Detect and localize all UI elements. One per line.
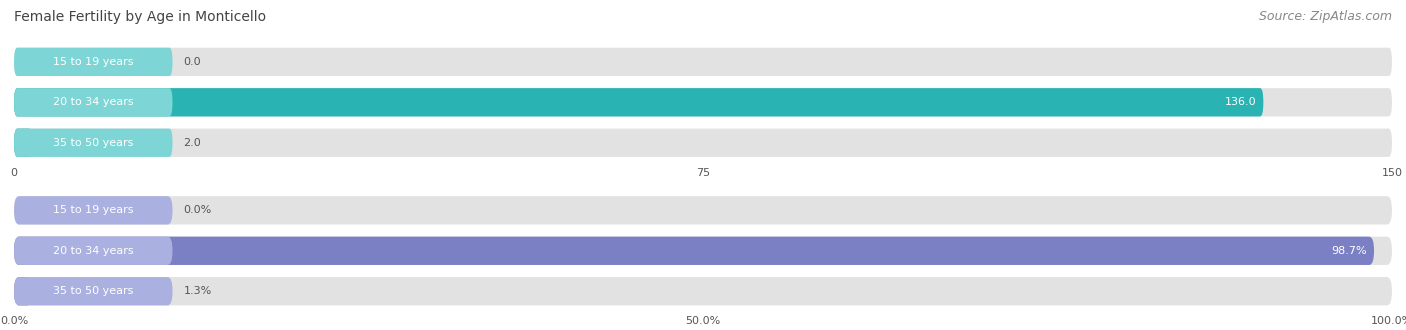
- Text: 0.0%: 0.0%: [184, 205, 212, 215]
- FancyBboxPatch shape: [14, 237, 1392, 265]
- Text: 1.3%: 1.3%: [184, 286, 212, 296]
- FancyBboxPatch shape: [14, 196, 1392, 224]
- FancyBboxPatch shape: [14, 237, 173, 265]
- FancyBboxPatch shape: [14, 129, 173, 157]
- FancyBboxPatch shape: [14, 48, 173, 76]
- Text: Female Fertility by Age in Monticello: Female Fertility by Age in Monticello: [14, 10, 266, 24]
- Text: 2.0: 2.0: [184, 138, 201, 148]
- FancyBboxPatch shape: [14, 48, 1392, 76]
- FancyBboxPatch shape: [14, 88, 1392, 116]
- FancyBboxPatch shape: [14, 277, 173, 305]
- Text: 20 to 34 years: 20 to 34 years: [53, 97, 134, 107]
- FancyBboxPatch shape: [14, 196, 173, 224]
- Text: 15 to 19 years: 15 to 19 years: [53, 57, 134, 67]
- FancyBboxPatch shape: [14, 88, 173, 116]
- Text: Source: ZipAtlas.com: Source: ZipAtlas.com: [1258, 10, 1392, 23]
- FancyBboxPatch shape: [14, 129, 32, 157]
- Text: 136.0: 136.0: [1225, 97, 1257, 107]
- Text: 20 to 34 years: 20 to 34 years: [53, 246, 134, 256]
- FancyBboxPatch shape: [14, 277, 1392, 305]
- FancyBboxPatch shape: [14, 88, 1264, 116]
- FancyBboxPatch shape: [14, 129, 1392, 157]
- Text: 15 to 19 years: 15 to 19 years: [53, 205, 134, 215]
- Text: 35 to 50 years: 35 to 50 years: [53, 286, 134, 296]
- Text: 98.7%: 98.7%: [1331, 246, 1367, 256]
- FancyBboxPatch shape: [14, 237, 1374, 265]
- Text: 0.0: 0.0: [184, 57, 201, 67]
- FancyBboxPatch shape: [14, 277, 32, 305]
- Text: 35 to 50 years: 35 to 50 years: [53, 138, 134, 148]
